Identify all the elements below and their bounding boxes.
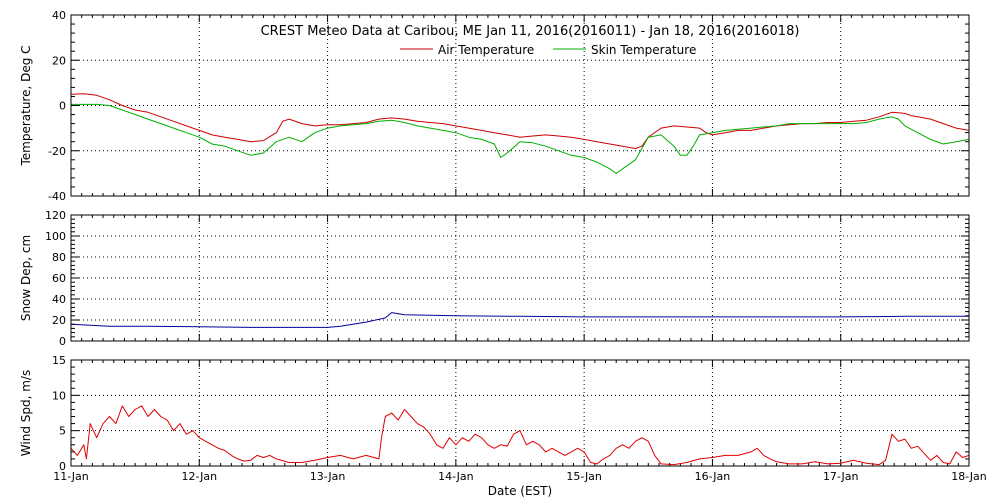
series-line-3-1 [70,405,970,466]
y-tick-label: 15 [52,354,66,367]
y-tick-label: -20 [48,145,66,158]
panel-1: -40 -20 0 20 40 Temperature, Deg C Air Tempera… [19,9,970,203]
legend-label: Air Temperature [438,43,534,57]
plot-frame [70,214,970,342]
x-tick-label: 15-Jan [566,470,602,483]
plot-frame [70,14,970,197]
y-axis-title: Snow Dep, cm [19,235,33,321]
legend-label: Skin Temperature [591,43,696,57]
chart-title: CREST Meteo Data at Caribou, ME Jan 11, … [261,24,800,39]
y-tick-label: 40 [52,293,66,306]
panel-3: 0 5 10 15 Wind Spd, m/s [19,354,970,473]
y-tick-label: 120 [45,209,66,222]
y-tick-label: 40 [52,9,66,22]
series-line-1-1 [70,93,970,149]
x-tick-label: 11-Jan [53,470,89,483]
x-tick-label: 16-Jan [695,470,731,483]
x-tick-label: 12-Jan [182,470,218,483]
y-tick-label: 0 [59,460,66,473]
y-tick-label: 60 [52,272,66,285]
x-tick-label: 13-Jan [310,470,346,483]
panel-2: 0 20 40 60 80 100 120 Snow Dep, cm [19,209,970,348]
y-tick-label: 5 [59,425,66,438]
series-line-2-1 [70,312,969,328]
x-tick-label: 18-Jan [951,470,987,483]
y-tick-label: 20 [52,314,66,327]
y-tick-label: 0 [59,335,66,348]
series-line-1-2 [71,103,970,174]
y-tick-label: 80 [52,251,66,264]
x-tick-label: 17-Jan [823,470,859,483]
y-tick-label: 20 [52,54,66,67]
y-tick-label: 10 [52,389,66,402]
y-tick-label: 0 [59,100,66,113]
x-tick-label: 14-Jan [438,470,474,483]
x-axis-title: Date (EST) [488,484,552,498]
y-tick-label: -40 [48,190,66,203]
plot-frame [70,359,970,467]
y-axis-title: Temperature, Deg C [19,45,33,166]
y-tick-label: 100 [45,230,66,243]
y-axis-title: Wind Spd, m/s [19,370,33,456]
